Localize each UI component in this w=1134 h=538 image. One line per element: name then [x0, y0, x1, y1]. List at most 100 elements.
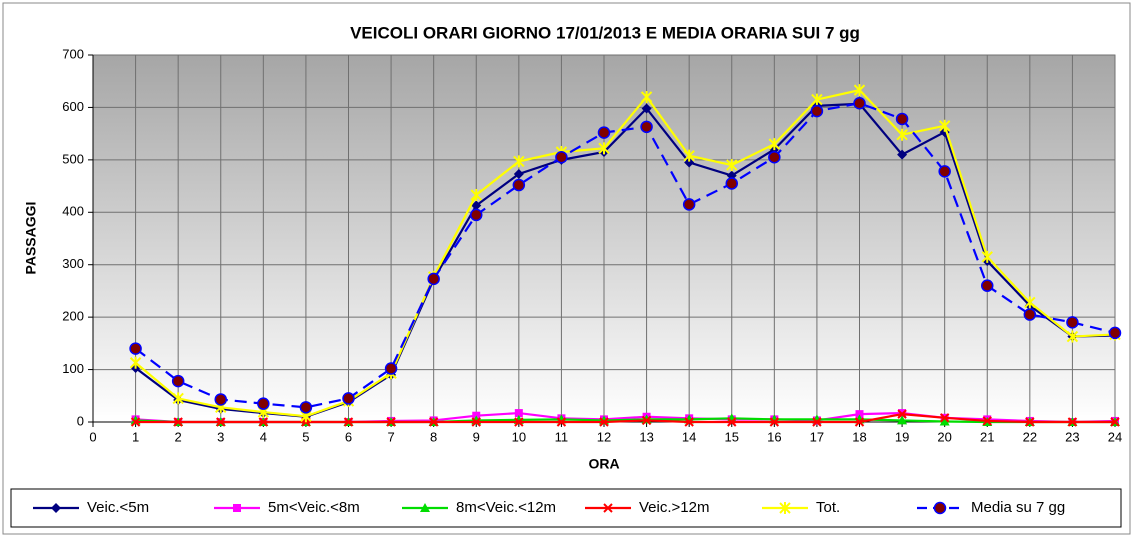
point — [897, 409, 907, 419]
point — [1024, 296, 1036, 309]
point — [981, 279, 994, 292]
point — [641, 103, 652, 114]
y-tick-label: 600 — [62, 99, 84, 114]
x-tick-label: 10 — [512, 429, 526, 444]
point — [981, 250, 993, 263]
x-tick-label: 17 — [810, 429, 824, 444]
point — [172, 392, 184, 405]
x-tick-label: 3 — [217, 429, 224, 444]
point — [938, 119, 951, 132]
legend-marker — [933, 501, 947, 515]
point — [471, 200, 482, 211]
point — [939, 416, 950, 426]
point — [812, 417, 822, 427]
point — [514, 417, 524, 427]
point — [214, 393, 227, 406]
point — [684, 157, 695, 168]
x-tick-label: 0 — [89, 429, 96, 444]
series-line — [135, 413, 1115, 424]
x-axis-label: ORA — [588, 456, 619, 472]
point — [1025, 417, 1035, 427]
x-tick-label: 9 — [473, 429, 480, 444]
point — [769, 417, 780, 427]
point — [555, 150, 568, 164]
point — [640, 90, 653, 103]
point — [173, 417, 183, 427]
x-tick-label: 20 — [937, 429, 951, 444]
point — [514, 409, 523, 418]
point — [1067, 417, 1078, 427]
point — [513, 169, 524, 180]
point — [342, 392, 355, 405]
point — [897, 415, 908, 425]
point — [129, 356, 142, 369]
point — [682, 198, 696, 211]
point — [130, 417, 141, 427]
point — [129, 342, 142, 355]
point — [982, 416, 992, 426]
point — [727, 417, 737, 427]
point — [683, 149, 695, 162]
x-tick-label: 7 — [387, 429, 394, 444]
point — [599, 417, 609, 427]
point — [939, 413, 950, 423]
point — [1108, 326, 1122, 340]
legend-marker — [779, 502, 791, 514]
point — [513, 155, 525, 168]
x-tick-label: 12 — [597, 429, 611, 444]
point — [471, 417, 481, 427]
y-tick-label: 0 — [77, 413, 84, 428]
legend-marker — [233, 504, 241, 512]
legend-marker — [603, 503, 613, 513]
point — [1066, 316, 1079, 329]
x-tick-label: 19 — [895, 429, 909, 444]
point — [768, 150, 781, 164]
point — [811, 93, 823, 106]
y-tick-label: 500 — [62, 151, 84, 166]
point — [854, 417, 865, 427]
point — [470, 208, 483, 222]
y-tick-label: 200 — [62, 309, 84, 324]
series — [129, 96, 1122, 414]
legend-marker — [51, 503, 61, 513]
point — [556, 417, 567, 427]
legend-label: Tot. — [816, 499, 840, 516]
point — [810, 104, 824, 118]
point — [216, 417, 226, 427]
x-tick-label: 1 — [132, 429, 139, 444]
point — [896, 128, 908, 141]
y-axis-label: PASSAGGI — [23, 202, 39, 275]
point — [641, 415, 652, 426]
x-tick-label: 15 — [725, 429, 739, 444]
series-line — [134, 88, 1116, 418]
point — [684, 417, 694, 427]
point — [725, 177, 738, 190]
point — [470, 188, 482, 201]
x-tick-label: 21 — [980, 429, 994, 444]
x-tick-label: 4 — [260, 429, 267, 444]
point — [512, 178, 526, 192]
x-tick-label: 22 — [1023, 429, 1037, 444]
y-tick-label: 700 — [62, 46, 84, 61]
x-tick-label: 2 — [175, 429, 182, 444]
point — [768, 138, 781, 151]
series-line — [134, 102, 1116, 409]
x-tick-label: 6 — [345, 429, 352, 444]
x-tick-label: 8 — [430, 429, 437, 444]
y-tick-label: 400 — [62, 204, 84, 219]
x-tick-label: 11 — [555, 429, 569, 444]
chart-title: VEICOLI ORARI GIORNO 17/01/2013 E MEDIA … — [350, 23, 860, 42]
legend-label: Veic.<5m — [87, 499, 149, 516]
point — [386, 417, 396, 427]
point — [640, 120, 653, 134]
point — [257, 397, 270, 410]
legend-label: 5m<Veic.<8m — [268, 499, 360, 516]
point — [299, 401, 313, 414]
point — [428, 417, 439, 427]
point — [258, 417, 269, 427]
point — [895, 112, 909, 126]
x-tick-label: 16 — [767, 429, 781, 444]
legend-label: Veic.>12m — [639, 499, 709, 516]
point — [853, 96, 866, 110]
